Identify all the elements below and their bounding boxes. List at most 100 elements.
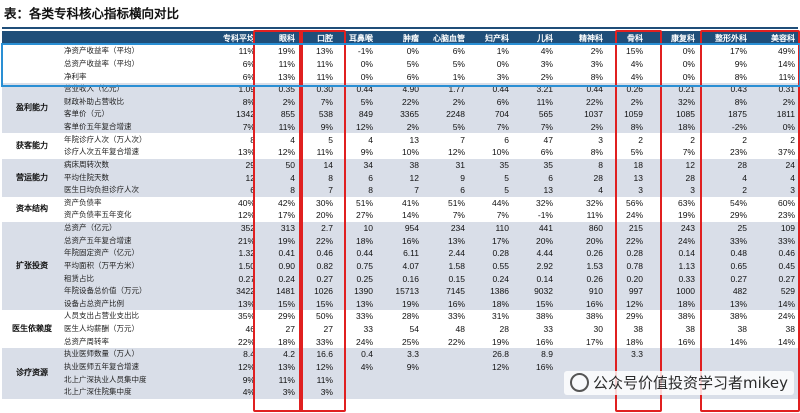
table-cell: 9 <box>422 171 468 184</box>
table-cell: 352 <box>208 221 258 235</box>
table-row: 客单价（元） 1342 855 538 849 3365 2248 704 565 1037 105… <box>2 108 798 121</box>
table-cell: 1000 <box>646 284 698 298</box>
column-header <box>62 31 208 45</box>
column-header: 口腔 <box>298 31 336 45</box>
table-cell: 2 <box>690 134 695 145</box>
table-cell: 11% <box>316 71 333 82</box>
table-cell <box>422 360 468 374</box>
table-cell: 24 <box>750 158 798 172</box>
table-cell: 7 <box>376 183 422 197</box>
table-cell: 29% <box>277 311 295 322</box>
table-cell: 8 <box>250 134 255 145</box>
table-cell: 4 <box>750 171 798 184</box>
table-cell: 6% <box>452 46 465 57</box>
table-cell: 0.90 <box>258 259 298 273</box>
table-cell: 14% <box>401 210 419 221</box>
table-cell: 4 <box>368 134 373 145</box>
table-cell: 7% <box>452 210 465 221</box>
table-cell: 2% <box>258 95 298 109</box>
table-cell: 5% <box>452 58 465 69</box>
table-cell: 6 <box>336 171 376 184</box>
table-cell: 28 <box>646 171 698 184</box>
column-header: 康复科 <box>646 31 698 45</box>
indicator-label: 年院诊疗人次（万人次） <box>64 134 147 144</box>
table-cell: 6% <box>468 95 512 109</box>
table-cell <box>468 373 512 386</box>
table-cell: 11% <box>258 120 298 134</box>
table-cell: 0.35 <box>258 82 298 96</box>
table-cell: 12% <box>468 360 512 374</box>
column-header: 骨科 <box>606 31 646 45</box>
table-cell: 54% <box>729 197 747 208</box>
table-cell: 0.21 <box>646 82 698 96</box>
table-cell: 1.13 <box>646 259 698 273</box>
table-cell: 12 <box>208 171 258 184</box>
table-cell: 529 <box>750 284 798 298</box>
table-cell: 4.90 <box>376 82 422 96</box>
indicator-label: 病床周转次数 <box>62 158 208 172</box>
table-cell: 28% <box>401 311 419 322</box>
table-cell: 2% <box>750 95 798 109</box>
table-cell: 1.58 <box>422 259 468 273</box>
table-row: 资本结构 资产负债率 40% 42% 30% 51% 41% 51% 44% 32% 32% 56% 6… <box>2 197 798 213</box>
table-row: 财政补助占营收比 8% 2% 7% 5% 22% 2% 6% 11% 22% 2% 32% 8% 2% <box>2 95 798 109</box>
table-cell: 32% <box>585 197 603 208</box>
table-cell: 0% <box>682 46 695 57</box>
table-cell: 33 <box>543 324 553 335</box>
indicator-label: 年院设备总价值（万元） <box>62 284 208 298</box>
group-label: 扩张投资 <box>2 221 62 311</box>
table-cell: 6 <box>504 134 509 145</box>
table-cell: 18% <box>336 234 376 247</box>
table-cell: 38% <box>677 311 695 322</box>
table-cell: 0% <box>406 46 419 57</box>
table-cell <box>468 385 512 399</box>
table-row: 年院设备总价值（万元） 3422 1481 1026 1390 15713 7145 1386… <box>2 284 798 298</box>
table-cell: 13% <box>258 360 298 374</box>
table-cell: 28 <box>698 158 750 172</box>
table-cell: 0.43 <box>698 82 750 96</box>
table-cell: 11% <box>778 71 795 82</box>
table-cell: 18% <box>468 297 512 311</box>
table-cell: 7145 <box>422 284 468 298</box>
table-cell: 0.75 <box>336 259 376 273</box>
table-cell: 28 <box>499 324 509 335</box>
table-cell: 33% <box>315 336 333 347</box>
table-cell: 441 <box>512 221 556 235</box>
table-cell: 38 <box>785 324 795 335</box>
group-label: 诊疗资源 <box>2 348 62 399</box>
table-cell: 33% <box>698 234 750 247</box>
table-cell: 22% <box>298 234 336 247</box>
table-cell: 13% <box>237 147 255 158</box>
table-cell: 19% <box>258 234 298 247</box>
table-cell: 2 <box>790 134 795 145</box>
table-row: 设备占总资产比例 13% 15% 15% 13% 19% 16% 18% 15% 16% 12% 18… <box>2 297 798 311</box>
table-cell: 29% <box>625 311 643 322</box>
table-cell: 19% <box>677 210 695 221</box>
table-cell: 2% <box>540 71 553 82</box>
table-cell: 3 <box>750 183 798 197</box>
table-cell: 22% <box>556 95 606 109</box>
table-cell: 8% <box>590 147 603 158</box>
table-cell: 41% <box>401 197 419 208</box>
table-row: 诊疗人次五年复合增速 13% 12% 11% 9% 10% 12% 10% 6% 8% 5% 7% 23… <box>2 146 798 159</box>
table-cell: 1.09 <box>208 82 258 96</box>
table-cell: 6% <box>540 147 553 158</box>
table-cell: 11% <box>298 373 336 386</box>
table-cell: 33% <box>750 234 798 247</box>
table-cell: 12% <box>237 210 255 221</box>
table-cell: 2% <box>606 95 646 109</box>
table-cell <box>512 385 556 399</box>
table-cell: 1.53 <box>556 259 606 273</box>
table-row: 租赁占比 0.27 0.24 0.27 0.25 0.16 0.15 0.24 0.14 0.26… <box>2 272 798 285</box>
table-cell: 855 <box>258 108 298 121</box>
table-cell <box>556 348 606 361</box>
table-cell: 22% <box>447 336 465 347</box>
group-label: 资本结构 <box>16 204 48 214</box>
table-cell: 19% <box>376 297 422 311</box>
table-cell: 33% <box>447 311 465 322</box>
table-cell: 22% <box>376 95 422 109</box>
table-cell: 1811 <box>750 108 798 121</box>
table-cell: 8 <box>258 183 298 197</box>
table-cell: 21% <box>208 234 258 247</box>
table-cell: 30 <box>593 324 603 335</box>
